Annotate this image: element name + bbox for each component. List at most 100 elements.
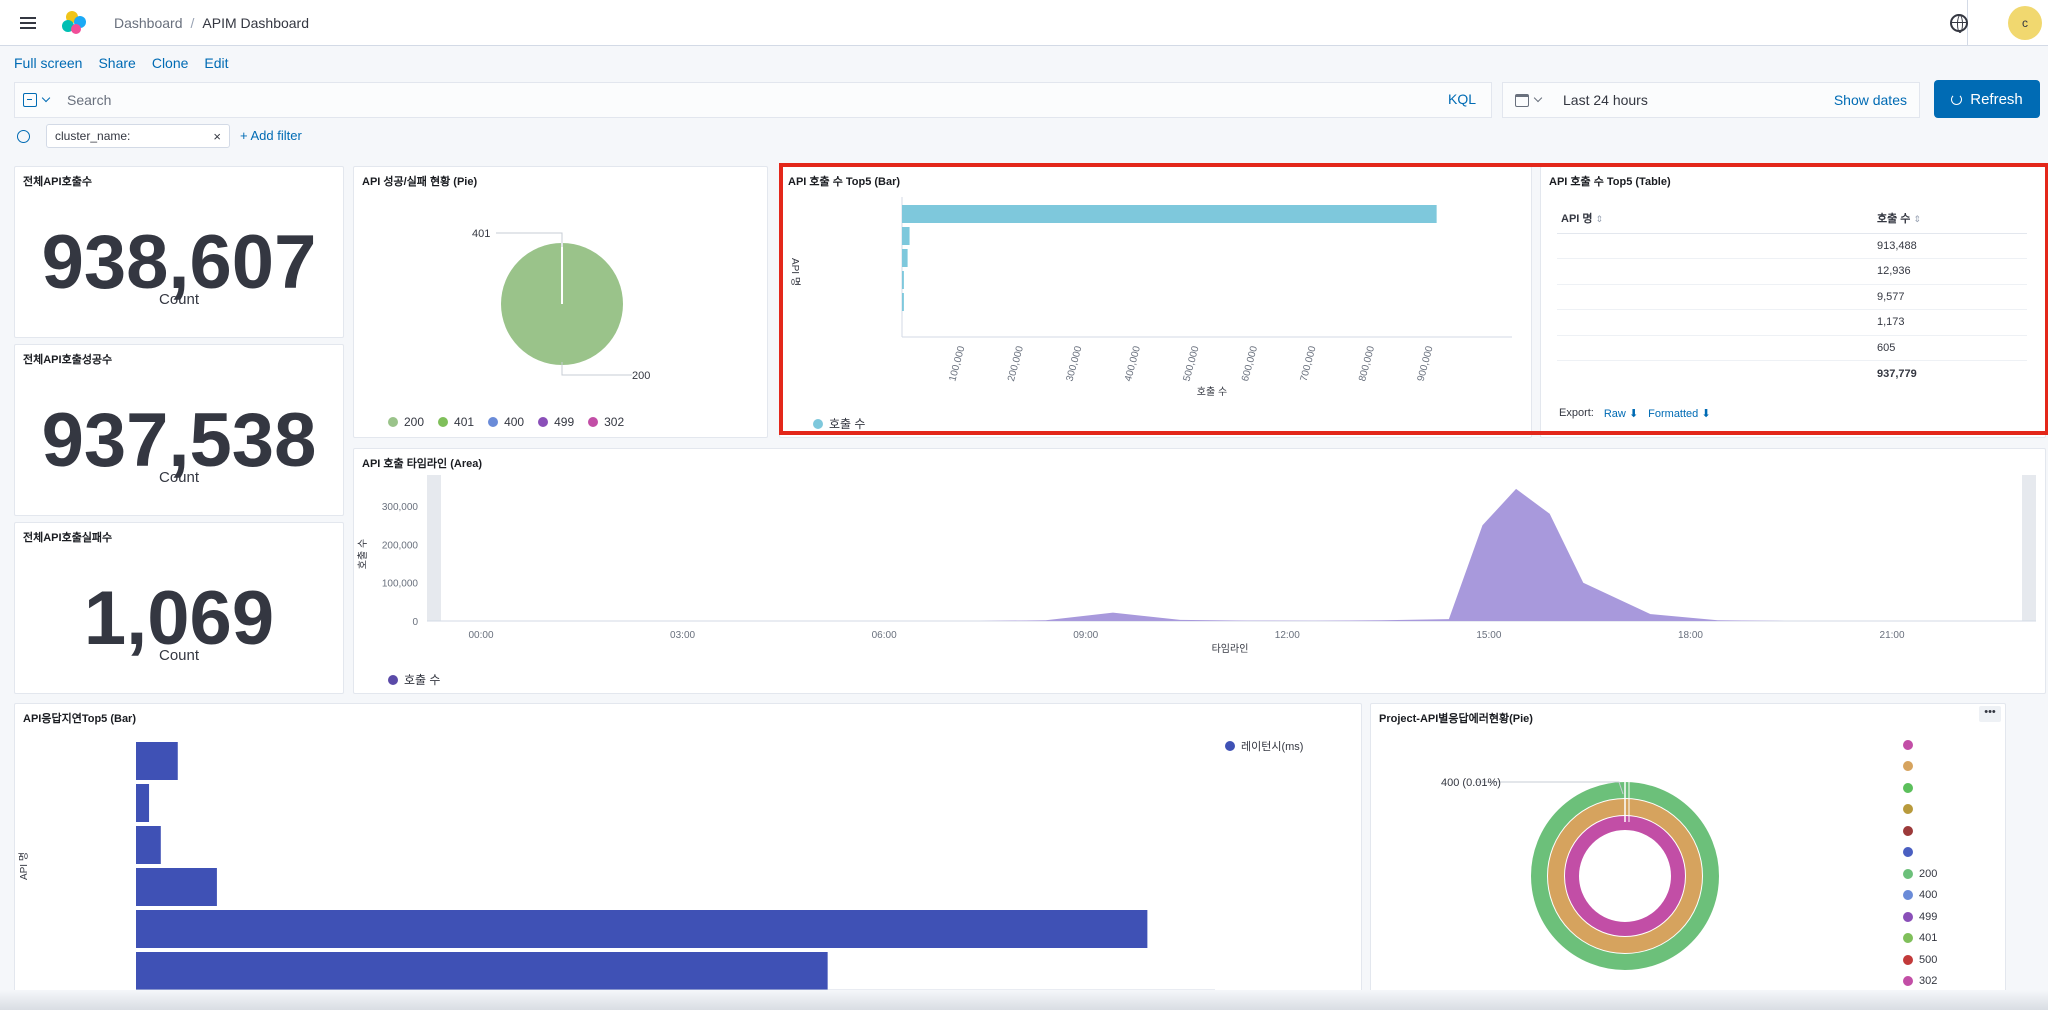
bar-3[interactable]	[902, 271, 904, 289]
pie-callout-line	[1475, 781, 1624, 795]
sort-icon[interactable]: ⇕	[1595, 213, 1604, 224]
legend-label: 400	[504, 415, 525, 429]
legend-item[interactable]: 499	[1903, 906, 1937, 928]
saved-query-icon[interactable]	[23, 93, 37, 107]
pie-callout-line	[561, 362, 632, 376]
column-header-count[interactable]: 호출 수 ⇕	[1877, 203, 2027, 234]
bar-0[interactable]	[902, 205, 1437, 223]
left-shade	[427, 475, 441, 621]
show-dates-link[interactable]: Show dates	[1833, 92, 1907, 108]
export-formatted-link[interactable]: Formatted ⬇	[1648, 408, 1711, 420]
breadcrumb-dashboard[interactable]: Dashboard	[114, 14, 183, 31]
legend-item[interactable]: 400	[1903, 885, 1937, 907]
refresh-button[interactable]: Refresh	[1934, 80, 2040, 118]
legend-item[interactable]	[1903, 734, 1937, 756]
breadcrumb: Dashboard / APIM Dashboard	[114, 15, 309, 31]
top-header: Dashboard / APIM Dashboard c	[0, 0, 2048, 46]
legend-item[interactable]: 200	[1903, 863, 1937, 885]
download-icon: ⬇	[1701, 408, 1711, 420]
bar-1[interactable]	[902, 227, 910, 245]
legend-item-400[interactable]: 400	[488, 415, 524, 429]
add-filter-link[interactable]: + Add filter	[240, 128, 302, 143]
share-link[interactable]: Share	[98, 55, 136, 71]
x-tick-label: 700,000	[1299, 345, 1319, 383]
latency-legend[interactable]: 레이턴시(ms)	[1225, 738, 1303, 754]
legend-item[interactable]	[1903, 777, 1937, 799]
area-series[interactable]	[441, 488, 1987, 621]
sort-icon[interactable]: ⇕	[1913, 213, 1921, 224]
pie-status-panel: API 성공/실패 현황 (Pie) 401 200 200 401 400 499 3…	[353, 166, 768, 438]
count-cell: 605	[1877, 335, 2027, 361]
hamburger-menu-icon[interactable]	[20, 16, 36, 29]
x-tick-label: 15:00	[1476, 630, 1501, 641]
legend-dot	[1225, 741, 1235, 751]
export-raw-link[interactable]: Raw ⬇	[1603, 408, 1639, 420]
legend-item-499[interactable]: 499	[538, 415, 574, 429]
legend-item-200[interactable]: 200	[388, 415, 424, 429]
full-screen-link[interactable]: Full screen	[14, 55, 83, 71]
count-cell: 1,173	[1877, 309, 2027, 336]
bar-4[interactable]	[902, 293, 904, 311]
date-picker[interactable]: Last 24 hours Show dates	[1502, 82, 1920, 118]
table-row: 1,173	[1557, 309, 2027, 336]
legend-item[interactable]	[1903, 842, 1937, 864]
help-globe-icon[interactable]	[1950, 14, 1968, 33]
total-label-cell	[1557, 361, 1877, 387]
legend-dot	[588, 417, 599, 427]
legend-item[interactable]: 401	[1903, 928, 1937, 950]
legend-item[interactable]	[1903, 820, 1937, 842]
avatar[interactable]: c	[2008, 6, 2042, 40]
bar-1[interactable]	[136, 784, 150, 822]
kql-toggle[interactable]: KQL	[1448, 91, 1477, 107]
metric-value: 938,607	[41, 220, 317, 305]
panel-title: API 호출 타임라인 (Area)	[362, 458, 483, 470]
legend-dot	[1903, 868, 1913, 879]
top5-bar-legend[interactable]: 호출 수	[813, 415, 865, 432]
bar-2[interactable]	[136, 826, 161, 864]
legend-item[interactable]	[1903, 799, 1937, 821]
legend-dot	[1903, 847, 1913, 858]
legend-item[interactable]: 500	[1903, 949, 1937, 971]
x-tick-label: 09:00	[1073, 630, 1098, 641]
right-shade	[2022, 475, 2036, 621]
panel-options-icon[interactable]: •••	[1979, 706, 2001, 722]
close-icon[interactable]: ×	[213, 128, 221, 144]
timeline-legend[interactable]: 호출 수	[388, 671, 440, 688]
x-tick-label: 100,000	[947, 345, 967, 383]
error-pie-legend: 200400499401500302404	[1903, 734, 1937, 1010]
legend-dot	[1903, 739, 1913, 750]
top5-table-panel: API 호출 수 Top5 (Table) API 명 ⇕ 호출 수 ⇕ 913,4…	[1540, 166, 2046, 438]
elastic-logo-icon[interactable]	[62, 10, 86, 35]
metric-panel-total: 전체API호출수 938,607 Count	[14, 166, 344, 338]
legend-dot	[388, 417, 398, 427]
legend-label: 302	[1919, 975, 1938, 988]
api-name-cell	[1557, 335, 1877, 361]
dashboard-actions: Full screen Share Clone Edit	[14, 55, 229, 71]
bar-4[interactable]	[136, 910, 1148, 948]
filter-pill[interactable]: cluster_name: ×	[46, 124, 230, 148]
filter-icon[interactable]	[17, 130, 30, 143]
legend-item[interactable]	[1903, 756, 1937, 778]
date-range-text[interactable]: Last 24 hours	[1563, 92, 1648, 108]
search-input[interactable]	[67, 92, 1067, 108]
legend-item-302[interactable]: 302	[588, 415, 624, 429]
panel-title: API 호출 수 Top5 (Bar)	[788, 176, 901, 188]
legend-dot	[388, 674, 398, 685]
legend-item[interactable]: 302	[1903, 971, 1937, 993]
column-header-api[interactable]: API 명 ⇕	[1557, 203, 1877, 234]
inner-ring[interactable]	[1565, 816, 1685, 936]
chevron-down-icon[interactable]	[41, 93, 51, 103]
legend-item-401[interactable]: 401	[438, 415, 474, 429]
bar-2[interactable]	[902, 249, 908, 267]
metric-label: Count	[158, 469, 200, 486]
legend-dot	[1903, 911, 1913, 922]
clone-link[interactable]: Clone	[151, 55, 189, 71]
chevron-down-icon[interactable]	[1533, 93, 1543, 103]
bar-5[interactable]	[136, 952, 828, 990]
bar-3[interactable]	[136, 868, 217, 906]
edit-link[interactable]: Edit	[204, 55, 229, 71]
metric-label: Count	[158, 647, 200, 664]
bar-0[interactable]	[136, 742, 178, 780]
legend-dot	[1903, 890, 1913, 901]
calendar-icon[interactable]	[1515, 93, 1529, 107]
